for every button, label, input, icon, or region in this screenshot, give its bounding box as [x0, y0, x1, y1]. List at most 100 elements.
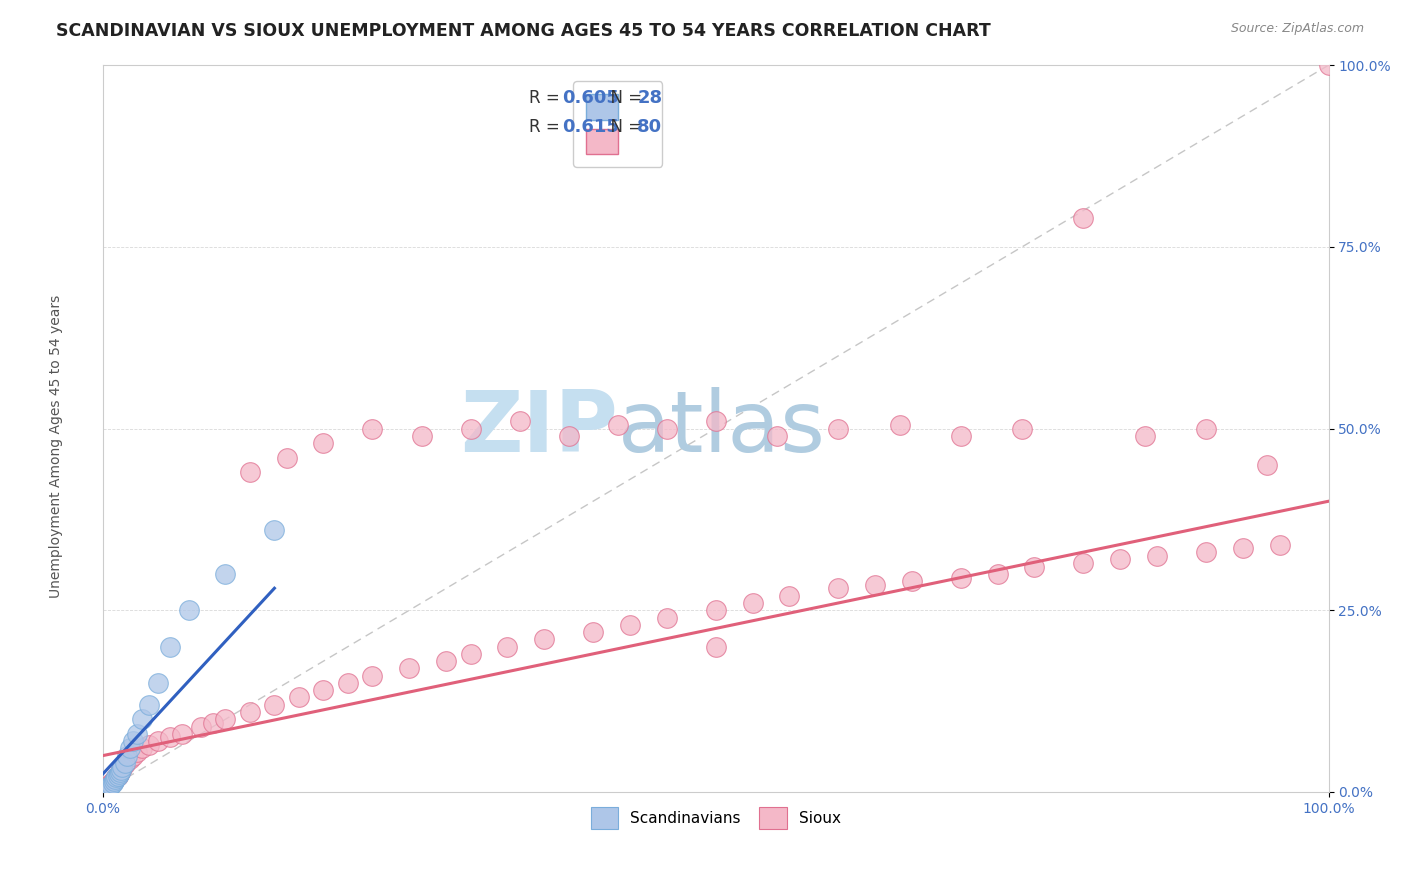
Point: [901, 574, 924, 589]
Point: [1073, 211, 1095, 225]
Point: [114, 757, 136, 772]
Point: [263, 698, 285, 712]
Point: [97, 782, 120, 797]
Point: [107, 766, 129, 780]
Point: [655, 421, 678, 435]
Point: [103, 774, 125, 789]
Point: [949, 570, 972, 584]
Point: [104, 772, 127, 786]
Point: [827, 421, 849, 435]
Point: [1195, 421, 1218, 435]
Point: [97, 780, 120, 795]
Point: [1024, 559, 1046, 574]
Point: [159, 731, 181, 745]
Point: [1317, 58, 1340, 72]
Point: [103, 773, 125, 788]
Point: [741, 596, 763, 610]
Point: [107, 769, 129, 783]
Point: [127, 727, 149, 741]
Point: [93, 782, 115, 797]
Point: [202, 715, 225, 730]
Point: [766, 429, 789, 443]
Point: [104, 772, 127, 786]
Point: [1146, 549, 1168, 563]
Point: [509, 414, 531, 428]
Point: [1011, 421, 1033, 435]
Point: [1256, 458, 1278, 472]
Point: [619, 617, 641, 632]
Point: [159, 640, 181, 654]
Point: [434, 654, 457, 668]
Point: [117, 748, 139, 763]
Point: [118, 751, 141, 765]
Point: [96, 781, 118, 796]
Point: [117, 755, 139, 769]
Point: [111, 759, 134, 773]
Text: 0.605: 0.605: [562, 89, 620, 107]
Point: [114, 756, 136, 770]
Point: [100, 778, 122, 792]
Point: [108, 764, 131, 779]
Point: [496, 640, 519, 654]
Point: [214, 566, 236, 581]
Point: [655, 610, 678, 624]
Point: [118, 741, 141, 756]
Point: [172, 727, 194, 741]
Point: [704, 603, 727, 617]
Point: [110, 763, 132, 777]
Point: [239, 705, 262, 719]
Point: [276, 450, 298, 465]
Point: [889, 417, 911, 432]
Point: [863, 578, 886, 592]
Point: [108, 764, 131, 779]
Point: [122, 748, 145, 763]
Point: [105, 771, 128, 785]
Point: [93, 783, 115, 797]
Point: [949, 429, 972, 443]
Point: [1133, 429, 1156, 443]
Point: [704, 414, 727, 428]
Point: [131, 741, 153, 756]
Point: [557, 429, 579, 443]
Point: [263, 523, 285, 537]
Point: [105, 771, 128, 785]
Text: 0.615: 0.615: [562, 118, 620, 136]
Point: [336, 676, 359, 690]
Point: [94, 781, 117, 796]
Point: [110, 763, 132, 777]
Point: [138, 738, 160, 752]
Text: 80: 80: [637, 118, 662, 136]
Point: [361, 668, 384, 682]
Point: [398, 661, 420, 675]
Point: [1109, 552, 1132, 566]
Point: [1268, 538, 1291, 552]
Point: [97, 779, 120, 793]
Point: [361, 421, 384, 435]
Point: [460, 421, 482, 435]
Point: [127, 745, 149, 759]
Point: [288, 690, 311, 705]
Point: [98, 778, 121, 792]
Point: [582, 625, 605, 640]
Point: [131, 712, 153, 726]
Point: [312, 436, 335, 450]
Text: N =: N =: [600, 89, 648, 107]
Point: [122, 734, 145, 748]
Point: [987, 566, 1010, 581]
Text: atlas: atlas: [617, 387, 825, 470]
Point: [98, 779, 121, 793]
Point: [411, 429, 433, 443]
Point: [1232, 541, 1254, 556]
Text: R =: R =: [530, 118, 565, 136]
Point: [146, 676, 169, 690]
Text: 28: 28: [637, 89, 662, 107]
Text: Source: ZipAtlas.com: Source: ZipAtlas.com: [1230, 22, 1364, 36]
Point: [239, 465, 262, 479]
Point: [533, 632, 555, 647]
Point: [96, 780, 118, 794]
Point: [101, 776, 124, 790]
Point: [94, 782, 117, 797]
Text: R =: R =: [530, 89, 565, 107]
Legend: Scandinavians, Sioux: Scandinavians, Sioux: [585, 801, 846, 835]
Point: [606, 417, 628, 432]
